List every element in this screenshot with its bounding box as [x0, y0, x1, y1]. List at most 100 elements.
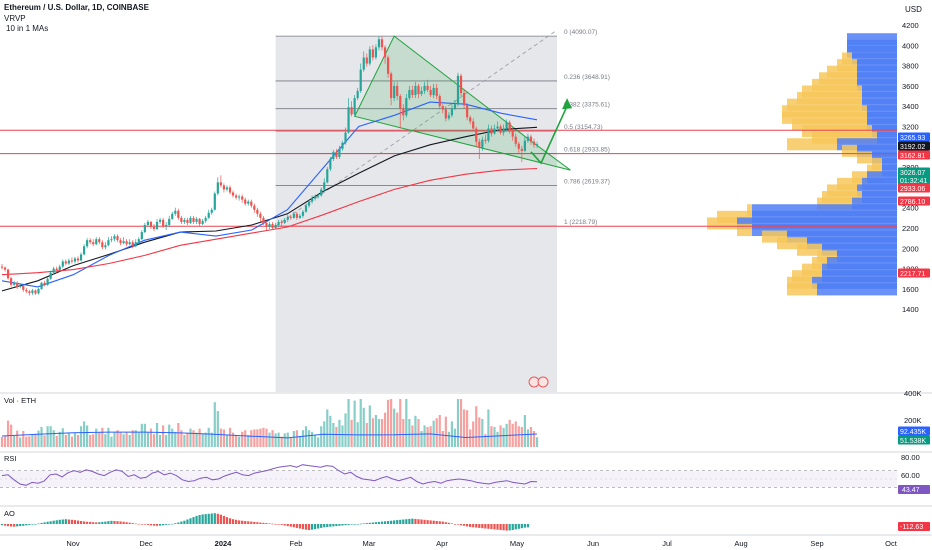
candle-body: [517, 143, 520, 149]
y-tick-label: 2000: [902, 244, 919, 253]
candle-body: [332, 151, 335, 159]
volume-bar: [259, 428, 262, 447]
candle-body: [380, 39, 384, 48]
candle-body: [171, 213, 174, 219]
candle-body: [61, 261, 64, 267]
volume-bar: [478, 417, 481, 447]
fib-level-label: 0.236 (3648.91): [564, 74, 610, 81]
candle-body: [162, 219, 165, 226]
volume-bar: [280, 436, 283, 447]
candle-body: [67, 260, 70, 264]
indicator-mas-label[interactable]: 10 in 1 MAs: [6, 24, 49, 33]
ao-bar: [25, 524, 28, 526]
candle-body: [435, 87, 438, 97]
volume-bar: [277, 432, 280, 447]
candle-body: [174, 210, 177, 214]
x-tick-label: Mar: [363, 539, 376, 548]
candle-body: [238, 196, 241, 198]
ao-bar: [466, 524, 469, 527]
candle-body: [3, 267, 7, 270]
indicator-vrvp-label[interactable]: VRVP: [4, 14, 26, 23]
price-tag-value: 2217.71: [900, 271, 925, 278]
candle-body: [396, 85, 399, 97]
ao-bar: [310, 524, 314, 530]
volume-bar: [155, 423, 159, 447]
volume-bar: [67, 433, 70, 447]
ao-bar: [174, 523, 177, 524]
ao-bar: [481, 524, 484, 529]
candle-body: [125, 241, 128, 245]
ao-bar: [459, 524, 463, 526]
symbol-title[interactable]: Ethereum / U.S. Dollar, 1D, COINBASE: [4, 3, 149, 12]
ao-bar: [259, 522, 262, 524]
candle-body: [496, 126, 499, 129]
ao-bar: [79, 521, 83, 524]
volume-bar: [253, 429, 256, 447]
candle-body: [256, 209, 259, 214]
volume-profile-bar-up: [872, 158, 882, 171]
volume-bar: [377, 419, 381, 447]
price-tag-background: [898, 183, 930, 193]
ao-bar: [183, 520, 186, 524]
ao-bar: [289, 524, 292, 527]
x-tick-label: May: [510, 539, 524, 548]
x-tick-label: Dec: [139, 539, 153, 548]
ao-bar: [438, 521, 441, 524]
volume-bar: [189, 428, 192, 447]
ao-bar: [192, 517, 195, 524]
volume-bar: [247, 435, 250, 447]
candle-body: [95, 239, 98, 245]
candle-body: [0, 266, 4, 268]
price-tag-background: [898, 167, 930, 177]
ao-bar: [116, 521, 119, 524]
ao-bar: [67, 519, 70, 524]
volume-bar: [219, 428, 222, 447]
volume-tag-value: 51.538K: [900, 438, 926, 445]
ao-bar: [417, 519, 420, 524]
candle-body: [73, 258, 77, 262]
ao-bar: [186, 519, 189, 524]
candle-body: [177, 210, 180, 218]
candle-body: [192, 217, 195, 222]
ao-bar: [523, 524, 526, 528]
candle-body: [13, 282, 16, 285]
volume-bar: [104, 434, 107, 447]
ao-bar: [383, 521, 387, 524]
volume-bar: [298, 435, 302, 447]
currency-label[interactable]: USD: [905, 5, 922, 14]
volume-bar: [204, 432, 207, 447]
volume-bar: [262, 427, 265, 447]
ao-bar: [222, 515, 226, 524]
ao-bar: [341, 524, 344, 526]
candle-body: [134, 242, 137, 247]
price-tag-value: 3026.07: [900, 170, 925, 177]
candle-body: [432, 87, 435, 96]
ao-bar: [195, 515, 198, 524]
volume-bar: [332, 423, 335, 447]
volume-bar: [469, 429, 472, 447]
ao-bar: [162, 524, 165, 526]
volume-bar: [222, 429, 226, 447]
candle-body: [92, 242, 95, 245]
volume-bar: [22, 431, 25, 447]
ao-bar: [390, 520, 393, 524]
price-tag: 3162.81: [898, 150, 930, 160]
candle-body: [317, 195, 320, 197]
volume-bar: [98, 432, 101, 447]
candle-body: [253, 205, 256, 210]
candle-body: [146, 221, 150, 225]
ao-bar: [28, 524, 31, 525]
volume-profile-bar-up: [787, 138, 837, 151]
fib-level-label: 0.5 (3154.73): [564, 124, 603, 131]
candle-body: [265, 222, 268, 227]
volume-bar: [70, 436, 74, 447]
ao-pane-title: AO: [4, 509, 15, 518]
volume-bar: [529, 427, 533, 447]
candle-body: [368, 49, 371, 64]
volume-bar: [295, 430, 298, 447]
ao-bar: [265, 523, 268, 524]
candle-body: [450, 108, 454, 116]
candle-body: [204, 217, 207, 221]
